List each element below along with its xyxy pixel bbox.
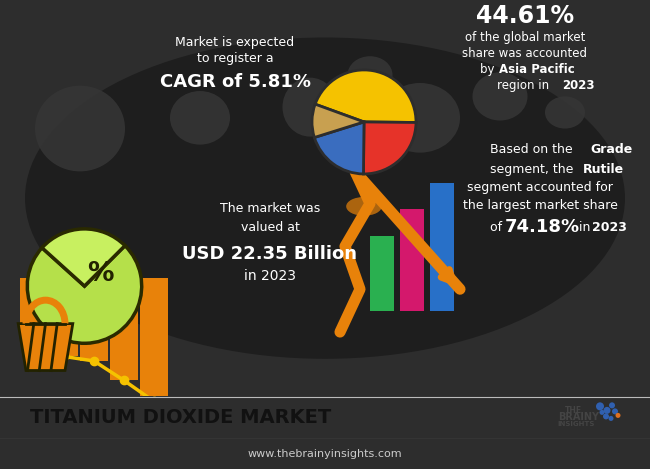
Ellipse shape xyxy=(545,97,585,129)
Ellipse shape xyxy=(348,56,393,94)
Bar xyxy=(430,183,454,310)
Text: by: by xyxy=(480,63,499,76)
Text: TITANIUM DIOXIDE MARKET: TITANIUM DIOXIDE MARKET xyxy=(30,408,332,427)
Ellipse shape xyxy=(473,72,528,121)
Circle shape xyxy=(612,408,618,415)
Polygon shape xyxy=(18,324,73,371)
Circle shape xyxy=(609,402,615,408)
Text: The market was: The market was xyxy=(220,202,320,215)
Bar xyxy=(50,279,78,356)
Text: %: % xyxy=(87,260,114,287)
Circle shape xyxy=(603,413,609,419)
Circle shape xyxy=(616,413,621,418)
Wedge shape xyxy=(315,70,416,122)
Text: segment accounted for: segment accounted for xyxy=(467,181,613,194)
Text: www.thebrainyinsights.com: www.thebrainyinsights.com xyxy=(248,449,402,459)
Text: to register a: to register a xyxy=(197,53,273,65)
Wedge shape xyxy=(312,104,364,137)
Circle shape xyxy=(599,410,605,415)
Circle shape xyxy=(608,416,614,421)
Text: Market is expected: Market is expected xyxy=(176,36,294,49)
Text: segment, the: segment, the xyxy=(490,163,577,176)
Ellipse shape xyxy=(35,86,125,171)
Wedge shape xyxy=(27,246,142,343)
Bar xyxy=(400,209,424,310)
Wedge shape xyxy=(315,122,364,174)
Wedge shape xyxy=(42,229,125,286)
Text: 2023: 2023 xyxy=(562,79,594,92)
Circle shape xyxy=(603,407,610,414)
Wedge shape xyxy=(363,122,416,174)
Bar xyxy=(370,235,394,310)
Text: 44.61%: 44.61% xyxy=(476,4,574,28)
Ellipse shape xyxy=(283,78,337,136)
Bar xyxy=(110,279,138,380)
Text: THE: THE xyxy=(565,406,582,415)
Text: in: in xyxy=(575,220,594,234)
Bar xyxy=(20,279,48,339)
Bar xyxy=(80,279,108,361)
Text: share was accounted: share was accounted xyxy=(463,47,588,60)
Text: INSIGHTS: INSIGHTS xyxy=(557,422,594,427)
Text: of: of xyxy=(490,220,506,234)
Text: Rutile: Rutile xyxy=(583,163,624,176)
Text: region in: region in xyxy=(497,79,553,92)
Text: in 2023: in 2023 xyxy=(244,269,296,283)
Ellipse shape xyxy=(170,91,230,144)
Ellipse shape xyxy=(380,83,460,152)
Text: 2023: 2023 xyxy=(592,220,627,234)
Bar xyxy=(140,279,168,401)
Text: of the global market: of the global market xyxy=(465,31,585,44)
Text: valued at: valued at xyxy=(240,220,300,234)
Circle shape xyxy=(596,402,604,410)
Text: Based on the: Based on the xyxy=(490,144,577,157)
Text: CAGR of 5.81%: CAGR of 5.81% xyxy=(159,74,311,91)
Text: the largest market share: the largest market share xyxy=(463,199,618,212)
Ellipse shape xyxy=(25,38,625,359)
Text: 74.18%: 74.18% xyxy=(505,218,580,236)
Text: BRAINY: BRAINY xyxy=(558,412,599,423)
Text: Grade: Grade xyxy=(590,144,632,157)
Ellipse shape xyxy=(346,197,382,216)
Text: Asia Pacific: Asia Pacific xyxy=(499,63,575,76)
Text: USD 22.35 Billion: USD 22.35 Billion xyxy=(183,245,358,263)
